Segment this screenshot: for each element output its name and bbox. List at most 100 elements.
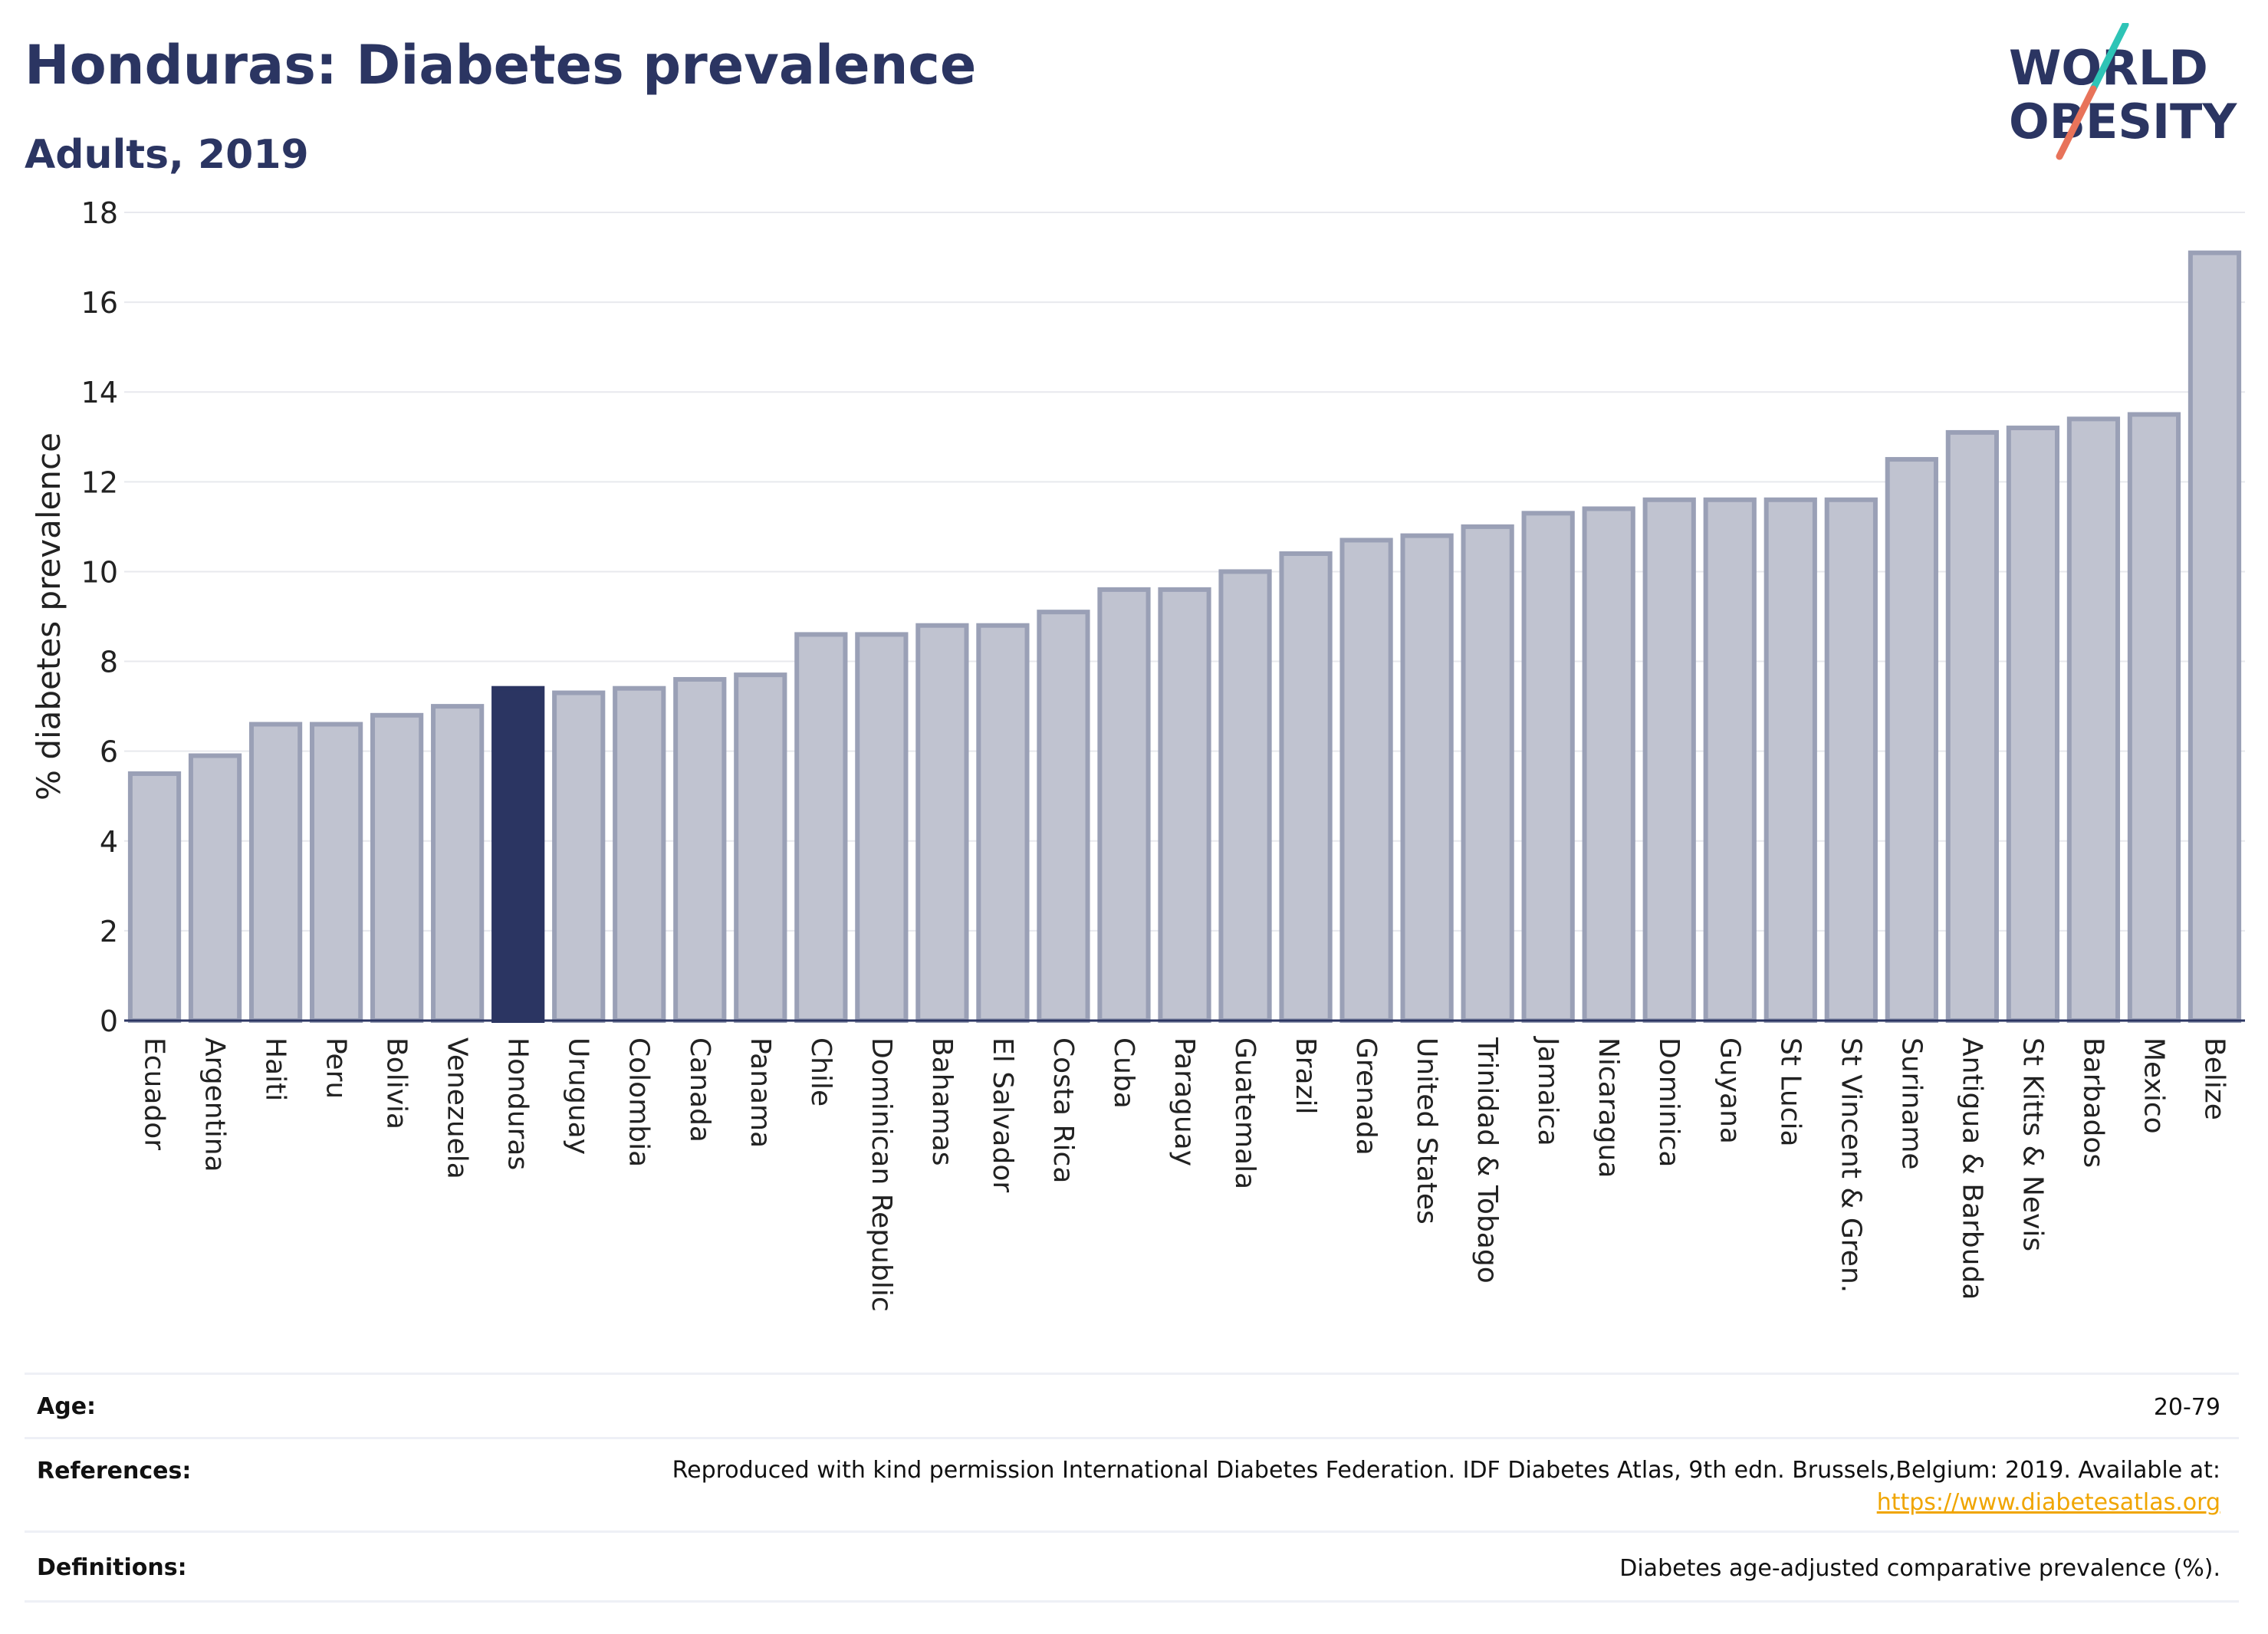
y-tick-label: 10 [81,555,118,589]
meta-definitions-value: Diabetes age-adjusted comparative preval… [1619,1555,2220,1582]
x-tick-label: Brazil [1290,1037,1321,1114]
logo-line-2: OBESITY [2009,94,2237,150]
bar-dominica [1642,497,1696,1023]
y-tick-label: 4 [100,825,118,859]
y-tick-label: 2 [100,915,118,949]
x-tick-label: Jamaica [1532,1036,1563,1146]
x-tick-label: Paraguay [1169,1037,1200,1166]
y-tick-label: 0 [100,1004,118,1038]
meta-references-link[interactable]: https://www.diabetesatlas.org [1876,1489,2220,1516]
x-tick-label: Antigua & Barbuda [1956,1037,1987,1300]
x-tick-label: Colombia [623,1037,655,1167]
x-tick-label: St Lucia [1774,1037,1806,1147]
meta-definitions-label: Definitions: [37,1554,187,1581]
bar-st-kitts-nevis [2006,426,2060,1023]
x-tick-label: United States [1411,1037,1442,1225]
meta-references-value: Reproduced with kind permission Internat… [672,1455,2220,1519]
bar-st-lucia [1763,497,1817,1023]
y-tick-label: 6 [100,735,118,769]
x-tick-label: Dominica [1653,1037,1685,1168]
bar-suriname [1885,457,1938,1023]
x-tick-label: Barbados [2077,1037,2109,1168]
bar-st-vincent-gren- [1824,497,1878,1023]
x-tick-label: Nicaragua [1593,1037,1624,1178]
x-tick-label: Venezuela [442,1037,473,1179]
bar-venezuela [431,704,485,1023]
x-tick-label: Cuba [1108,1037,1139,1109]
bar-cuba [1097,587,1151,1023]
y-tick-label: 12 [81,465,118,499]
y-tick-label: 14 [81,376,118,409]
meta-age-label: Age: [37,1393,97,1420]
x-tick-label: Trinidad & Tobago [1471,1037,1503,1284]
bar-jamaica [1521,511,1575,1023]
bar-barbados [2066,416,2121,1023]
bar-paraguay [1158,587,1211,1023]
x-tick-label: Dominican Republic [866,1037,897,1312]
bar-panama [734,672,787,1023]
bar-chart: 0 2 4 6 8 10 12 14 16 18 % diabetes prevalence Ecua… [30,196,2245,1312]
x-tick-label: Bolivia [381,1037,413,1129]
x-tick-label: St Vincent & Gren. [1835,1037,1866,1293]
x-tick-label: Canada [684,1037,715,1142]
y-axis-label: % diabetes prevalence [30,432,67,801]
bar-ecuador [127,771,182,1023]
x-tick-label: Belize [2198,1037,2230,1120]
bar-argentina [188,753,242,1023]
bar-honduras [491,685,545,1023]
bar-canada [673,676,727,1023]
meta-age-value: 20-79 [2153,1394,2220,1421]
x-tick-label: Bahamas [926,1037,958,1166]
bar-colombia [613,685,666,1023]
y-tick-label: 18 [81,196,118,230]
x-tick-label: Costa Rica [1047,1037,1079,1183]
meta-row-age: Age: 20-79 [25,1373,2239,1439]
bar-bolivia [370,712,424,1023]
page-subtitle: Adults, 2019 [25,132,309,178]
meta-row-definitions: Definitions: Diabetes age-adjusted compa… [25,1530,2239,1603]
bar-costa-rica [1037,610,1090,1023]
logo-line-1: WORLD [2009,40,2208,96]
x-tick-label: Suriname [1895,1037,1927,1170]
bar-guyana [1703,497,1757,1023]
x-tick-label: Argentina [199,1037,231,1172]
x-tick-label: El Salvador [987,1037,1018,1192]
x-tick-label: Honduras [502,1037,534,1170]
bar-chile [794,632,848,1024]
bar-dominican-republic [855,632,909,1024]
bar-uruguay [552,690,606,1023]
x-tick-label: Panama [744,1037,776,1148]
bar-el-salvador [976,623,1030,1023]
x-tick-label: Haiti [260,1037,291,1101]
bar-grenada [1339,538,1393,1023]
bar-antigua-barbuda [1945,429,1999,1023]
bar-mexico [2127,412,2181,1023]
meta-references-label: References: [37,1458,192,1484]
bar-trinidad-tobago [1461,524,1514,1023]
meta-row-references: References: Reproduced with kind permiss… [25,1437,2239,1533]
bar-belize [2187,250,2242,1023]
x-tick-label: Chile [805,1037,837,1106]
x-tick-label: Peru [320,1037,352,1099]
page-title: Honduras: Diabetes prevalence [25,34,977,97]
y-tick-label: 16 [81,286,118,320]
y-tick-label: 8 [100,646,118,679]
x-tick-label: Uruguay [563,1037,594,1155]
logo-slash-top [2089,23,2129,93]
x-tick-label: Ecuador [139,1037,170,1150]
x-tick-label: Mexico [2138,1037,2169,1134]
bar-guatemala [1218,569,1272,1023]
x-tick-label: Guatemala [1229,1037,1261,1189]
x-tick-label: Guyana [1714,1037,1745,1144]
bar-nicaragua [1582,506,1635,1023]
bar-peru [309,722,363,1023]
x-tick-label: Grenada [1350,1037,1382,1156]
bar-haiti [248,722,303,1023]
bar-united-states [1400,533,1454,1023]
meta-references-text: Reproduced with kind permission Internat… [672,1457,2220,1484]
bar-bahamas [915,623,969,1023]
x-tick-label: St Kitts & Nevis [2017,1037,2048,1251]
bar-brazil [1279,551,1333,1023]
world-obesity-logo: WORLD OBESITY [2009,23,2237,160]
logo-slash-bottom [2056,85,2097,160]
